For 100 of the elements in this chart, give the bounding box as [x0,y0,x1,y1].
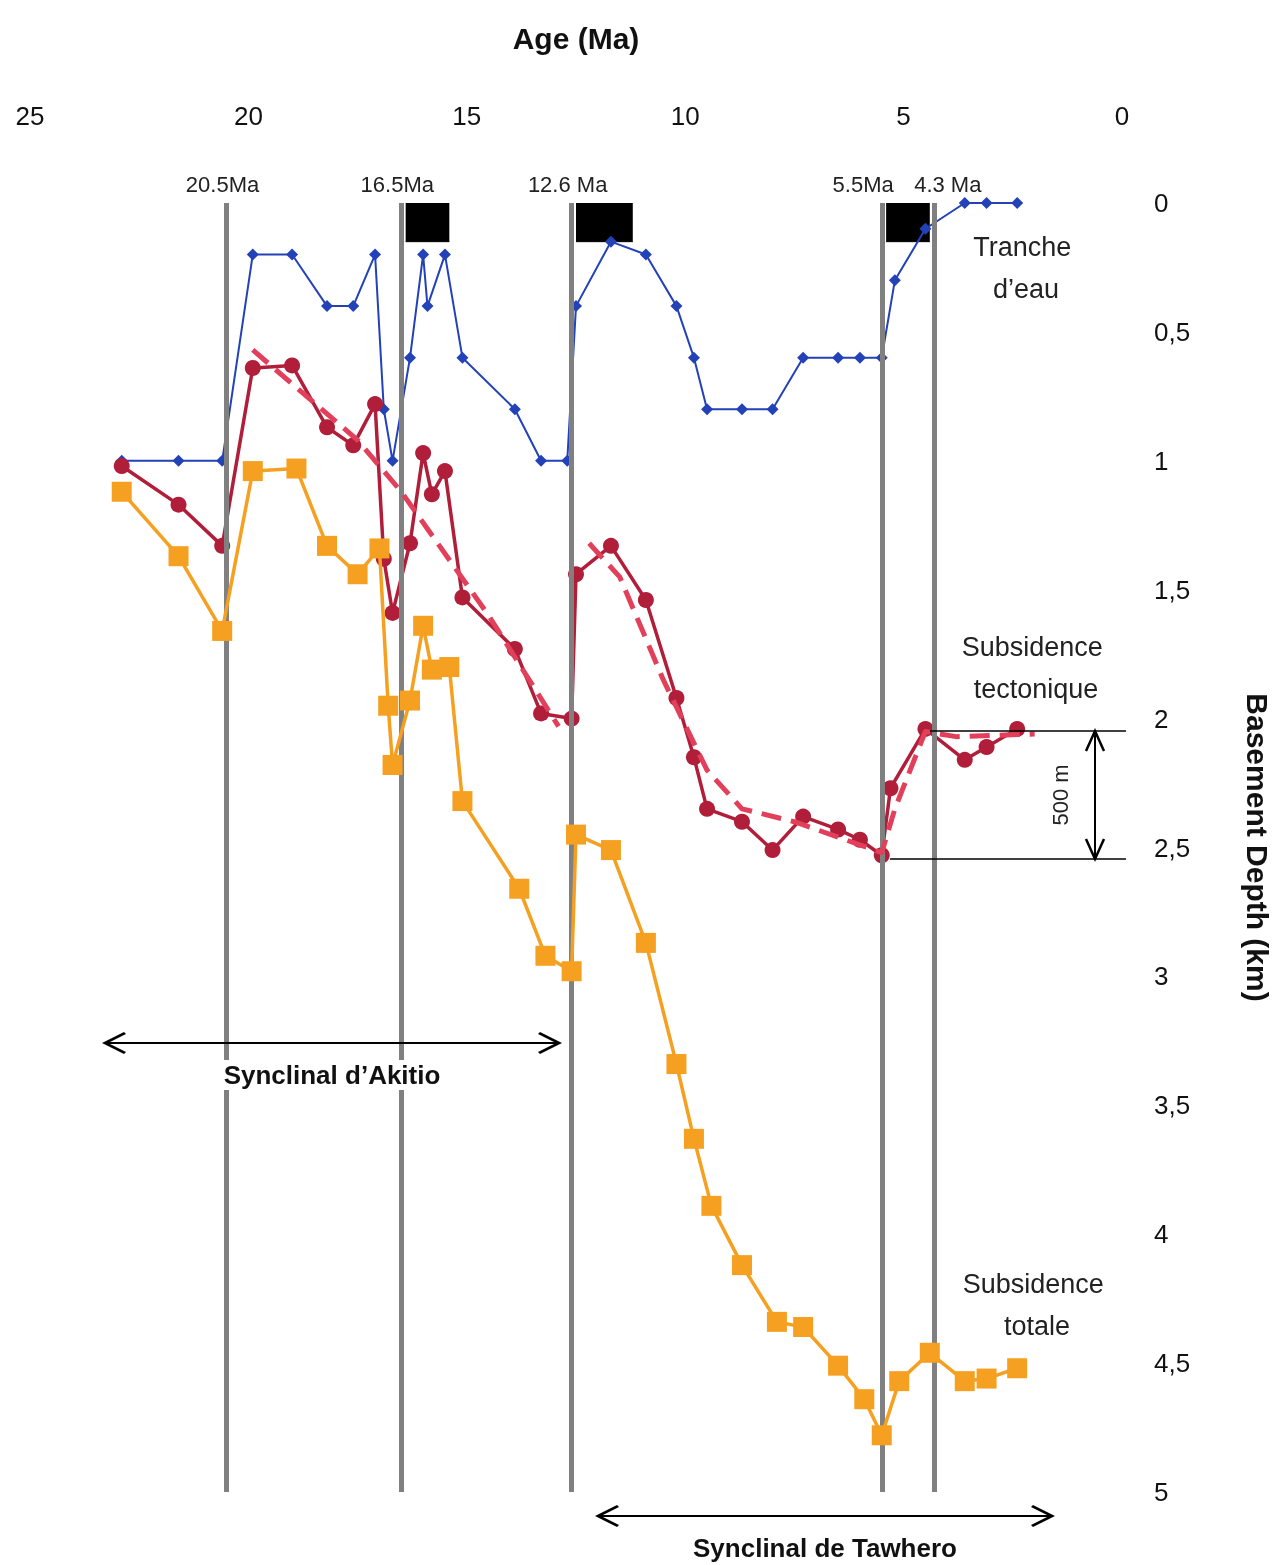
x-tick-label: 0 [1114,101,1130,131]
point [421,300,434,313]
point [888,274,901,287]
x-tick-label: 20 [233,101,263,131]
point [533,705,550,722]
point [766,1311,787,1332]
point [378,695,399,716]
point [508,403,521,416]
point [212,620,233,641]
point [456,351,469,364]
x-tick-label: 10 [670,101,700,131]
point [958,197,971,209]
point [793,1317,814,1338]
point [317,535,338,556]
point [286,458,307,479]
y-tick-label: 2 [1154,703,1169,734]
point [701,1195,722,1216]
point [980,197,993,209]
point [666,1054,687,1075]
point [1011,197,1024,209]
point [436,463,453,480]
point [635,932,656,953]
point [244,360,261,376]
point [832,351,845,364]
point [604,235,617,248]
point [797,351,810,364]
point [766,403,779,416]
annotation: 500 m [1047,764,1073,826]
y-tick-label: 2,5 [1154,832,1191,863]
point [284,357,301,374]
point [954,1371,975,1392]
point [382,755,403,775]
annotation: Subsidence totale [962,1269,1112,1341]
annotation: Synclinal d’Akitio [223,1060,441,1090]
point [854,1389,875,1410]
point [438,248,451,261]
point [413,615,434,636]
point [853,351,866,364]
point [637,592,654,609]
point [246,248,259,261]
point [828,1355,849,1376]
point [871,1425,892,1446]
point [172,454,185,467]
point [404,351,417,364]
point [687,351,700,364]
annotation: Subsidence tectonique [961,632,1111,704]
point [734,813,750,830]
point [347,300,360,313]
point [242,461,263,482]
y-tick-label: 3,5 [1154,1090,1191,1121]
annotation: Tranche d’eau [973,232,1079,304]
point [1007,1358,1028,1379]
point [639,248,652,261]
ref-line-label: 20.5Ma [185,171,261,197]
point [369,538,390,559]
point [699,800,716,817]
point [454,589,471,606]
point [535,454,548,467]
text: Synclinal de Tawhero [693,1533,957,1563]
point [417,248,430,261]
y-axis-title: Basement Depth (km) [1240,693,1274,1002]
point [509,878,530,899]
point [735,403,748,416]
point [602,537,619,554]
point [683,1128,704,1149]
y-tick-label: 0,5 [1154,316,1191,347]
point [415,445,432,462]
y-tick-label: 0 [1154,188,1169,218]
y-tick-label: 3 [1154,961,1169,992]
point [347,564,368,585]
point [113,457,130,474]
ref-line-label: 4.3 Ma [914,171,983,197]
point [170,496,187,513]
point [764,842,781,859]
point [561,961,582,982]
y-tick-label: 5 [1154,1477,1169,1507]
point [600,840,621,861]
x-tick-label: 5 [896,101,911,131]
y-tick-label: 1 [1154,445,1169,476]
point [111,481,132,502]
ref-line-label: 5.5Ma [832,171,895,197]
point [168,546,189,567]
point [439,657,460,678]
point [701,403,714,416]
y-tick-label: 1,5 [1154,574,1191,605]
point [535,945,556,966]
ref-line-label: 16.5Ma [360,171,435,197]
x-axis-title: Age (Ma) [512,21,640,55]
point [976,1368,997,1389]
point [367,396,384,413]
point [400,690,421,711]
point [452,791,473,812]
point [369,248,382,261]
point [889,1371,910,1392]
point [286,248,299,261]
y-tick-label: 4 [1154,1219,1169,1250]
x-tick-label: 25 [15,101,45,131]
point [731,1255,752,1276]
point [423,486,440,503]
point [670,300,683,313]
